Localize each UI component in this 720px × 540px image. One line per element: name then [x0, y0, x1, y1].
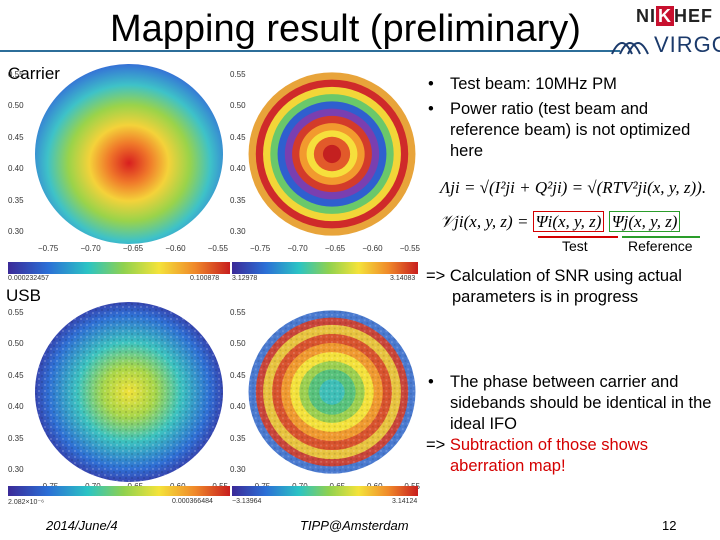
xtick: −0.60 — [362, 244, 383, 253]
xtick: −0.55 — [207, 244, 228, 253]
usb-amplitude-map — [35, 302, 223, 482]
nikhef-logo: NI K HEF — [636, 6, 713, 27]
usb-amplitude-cb-min: 2.082×10⁻⁶ — [8, 499, 44, 506]
bullet-item: • Test beam: 10MHz PM — [424, 74, 714, 95]
ytick: 0.45 — [230, 370, 246, 380]
ytick: 0.55 — [8, 308, 24, 317]
ytick: 0.30 — [8, 226, 24, 236]
test-underline — [538, 236, 618, 238]
top-bullets: • Test beam: 10MHz PM • Power ratio (test … — [424, 74, 714, 166]
bullet-text: Test beam: 10MHz PM — [450, 75, 617, 93]
virgo-wave-icon — [611, 42, 649, 55]
conclusion-prefix: => — [426, 436, 450, 454]
carrier-phase-plot: 0.55 0.50 0.45 0.40 0.35 0.30 −0.75 −0.7… — [230, 62, 420, 258]
carrier-phase-cb-min: 3.12978 — [232, 275, 258, 282]
ytick: 0.30 — [230, 464, 246, 474]
nikhef-logo-box: K — [656, 6, 674, 26]
ytick: 0.35 — [230, 433, 246, 443]
xtick: −0.75 — [38, 244, 59, 253]
conclusion-text: => Subtraction of those shows aberration… — [424, 435, 714, 477]
ytick: 0.35 — [230, 195, 246, 205]
carrier-phase-cb-max: 3.14083 — [390, 275, 416, 282]
usb-amplitude-cb-max: 0.000366484 — [172, 498, 213, 505]
xtick: −0.75 — [250, 244, 271, 253]
bullet-text: The phase between carrier and sidebands … — [450, 373, 712, 433]
snr-text: => Calculation of SNR using actual param… — [426, 267, 682, 306]
xtick: −0.70 — [287, 244, 308, 253]
ytick: 0.45 — [8, 132, 24, 142]
reference-underline — [622, 236, 700, 238]
reference-beam-term: Ψj(x, y, z) — [608, 211, 681, 232]
usb-phase-colorbar — [232, 486, 418, 496]
bullet-dot-icon: • — [428, 100, 434, 118]
carrier-amplitude-xticks: −0.75 −0.70 −0.65 −0.60 −0.55 — [38, 244, 228, 253]
usb-phase-yticks: 0.55 0.50 0.45 0.40 0.35 0.30 — [230, 308, 246, 474]
ytick: 0.35 — [8, 195, 24, 205]
carrier-amplitude-cb-max: 0.100878 — [190, 275, 220, 282]
equation-line-1: Λji = √(I²ji + Q²ji) = √(RTV²ji(x, y, z)… — [440, 178, 707, 197]
carrier-amplitude-map — [35, 64, 223, 244]
footer-date: 2014/June/4 — [46, 518, 118, 533]
usb-amplitude-colorbar — [8, 486, 230, 496]
footer-event: TIPP@Amsterdam — [300, 518, 409, 533]
xtick: −0.70 — [80, 244, 101, 253]
ytick: 0.40 — [8, 164, 24, 174]
carrier-phase-colorbar — [232, 262, 418, 274]
usb-phase-map — [248, 310, 416, 474]
ytick: 0.40 — [8, 402, 24, 412]
bullet-dot-icon: • — [428, 373, 434, 391]
ytick: 0.50 — [230, 339, 246, 349]
bullet-text: Power ratio (test beam and reference bea… — [450, 100, 691, 160]
carrier-phase-xticks: −0.75 −0.70 −0.65 −0.60 −0.55 — [250, 244, 420, 253]
page-number: 12 — [662, 518, 677, 533]
carrier-amplitude-plot: 0.55 0.50 0.45 0.40 0.35 0.30 −0.75 −0.7… — [8, 62, 230, 258]
nikhef-logo-post: HEF — [674, 6, 713, 26]
xtick: −0.60 — [165, 244, 186, 253]
carrier-label: Carrier — [8, 64, 60, 83]
usb-amplitude-plot: 0.55 0.50 0.45 0.40 0.35 0.30 −0.75 −0.7… — [8, 300, 230, 491]
ytick: 0.30 — [8, 464, 24, 474]
ytick: 0.40 — [230, 164, 246, 174]
test-beam-term: Ψi(x, y, z) — [532, 211, 605, 232]
ytick: 0.40 — [230, 402, 246, 412]
ytick: 0.50 — [8, 339, 24, 349]
ytick: 0.35 — [8, 433, 24, 443]
xtick: −0.65 — [324, 244, 346, 253]
snr-note: => Calculation of SNR using actual param… — [426, 266, 710, 308]
xtick: −0.55 — [399, 244, 420, 253]
usb-phase-cb-max: 3.14124 — [392, 498, 418, 505]
bullet-dot-icon: • — [428, 75, 434, 93]
ytick: 0.30 — [230, 226, 246, 236]
ytick: 0.55 — [230, 70, 246, 79]
equation-lhs: 𝒱ji(x, y, z) = — [440, 212, 533, 231]
conclusion-highlight: Subtraction of those shows aberration ma… — [449, 436, 648, 475]
usb-phase-plot: 0.55 0.50 0.45 0.40 0.35 0.30 −0.75 −0.7… — [230, 300, 420, 491]
ytick: 0.45 — [230, 132, 246, 142]
usb-label: USB — [6, 286, 41, 305]
carrier-amplitude-colorbar — [8, 262, 230, 274]
reference-label: Reference — [628, 238, 693, 254]
nikhef-logo-pre: NI — [636, 6, 656, 26]
equation-line-2: 𝒱ji(x, y, z) = Ψi(x, y, z) Ψj(x, y, z) — [440, 211, 681, 232]
ytick: 0.50 — [8, 101, 24, 111]
bullet-item: • The phase between carrier and sidebands… — [424, 372, 714, 435]
slide-title: Mapping result (preliminary) — [110, 8, 581, 50]
virgo-logo: VIRGO — [654, 32, 720, 57]
title-underline — [0, 50, 620, 52]
ytick: 0.55 — [230, 308, 246, 317]
usb-phase-cb-min: −3.13964 — [232, 498, 262, 505]
ytick: 0.45 — [8, 370, 24, 380]
bullet-item: • Power ratio (test beam and reference be… — [424, 99, 714, 162]
ytick: 0.55 — [8, 70, 24, 79]
usb-amplitude-yticks: 0.55 0.50 0.45 0.40 0.35 0.30 — [8, 308, 24, 474]
carrier-phase-map — [248, 72, 416, 236]
carrier-amplitude-yticks: 0.55 0.50 0.45 0.40 0.35 0.30 — [8, 70, 24, 236]
carrier-phase-yticks: 0.55 0.50 0.45 0.40 0.35 0.30 — [230, 70, 246, 236]
phase-bullets: • The phase between carrier and sidebands… — [424, 372, 714, 477]
ytick: 0.50 — [230, 101, 246, 111]
xtick: −0.65 — [122, 244, 144, 253]
test-label: Test — [562, 238, 588, 254]
carrier-amplitude-cb-min: 0.000232457 — [8, 275, 49, 282]
